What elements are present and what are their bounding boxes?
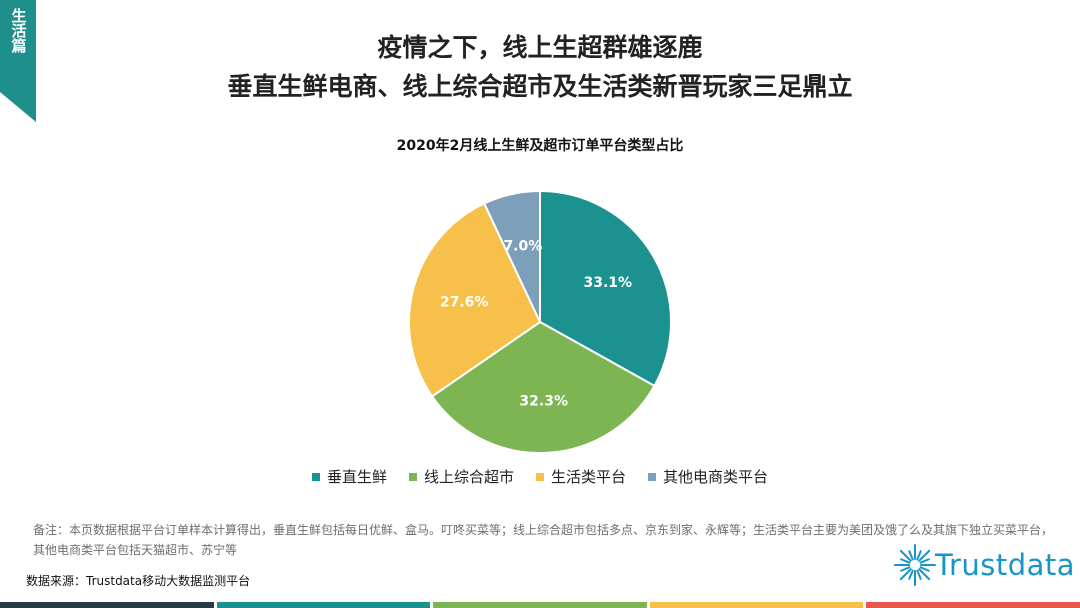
pie-slice-1 — [539, 189, 672, 388]
legend-item-2: 线上综合超市 — [408, 466, 514, 487]
legend-swatch — [408, 472, 417, 481]
pie-slice-label-4: 7.0% — [503, 238, 542, 254]
pie-slice-label-3: 27.6% — [440, 294, 489, 310]
legend-label: 垂直生鲜 — [326, 468, 387, 486]
footnote: 备注：本页数据根据平台订单样本计算得出，垂直生鲜包括每日优鲜、盒马。叮咚买菜等；… — [33, 523, 1054, 557]
bottom-bar-segment-2 — [216, 602, 431, 608]
bottom-bar-segment-5 — [866, 602, 1080, 608]
legend-swatch — [311, 472, 320, 481]
sunburst-icon — [894, 544, 936, 586]
section-tag-notch — [0, 92, 36, 122]
section-tag-label: 生活篇 — [9, 8, 28, 53]
section-tag: 生活篇 — [0, 0, 36, 122]
legend-swatch — [536, 472, 544, 481]
legend-item-4: 其他电商类平台 — [648, 466, 768, 487]
page-subtitle: 垂直生鲜电商、线上综合超市及生活类新晋玩家三足鼎立 — [227, 72, 853, 101]
bottom-bar-segment-4 — [649, 602, 864, 608]
legend-swatch — [648, 472, 657, 481]
pie-slice-2 — [430, 320, 656, 454]
trustdata-logo: Trustdata — [893, 540, 1076, 590]
bottom-bar-segment-3 — [433, 602, 647, 608]
pie-slice-4 — [482, 189, 541, 323]
legend-item-3: 生活类平台 — [536, 466, 626, 487]
legend-label: 生活类平台 — [551, 468, 627, 486]
pie-slice-label-1: 33.1% — [583, 275, 632, 291]
pie-slice-3 — [408, 202, 542, 398]
chart-legend: 垂直生鲜 线上综合超市 生活类平台 其他电商类平台 — [0, 466, 1080, 487]
legend-label: 其他电商类平台 — [663, 468, 769, 486]
chart-title: 2020年2月线上生鲜及超市订单平台类型占比 — [396, 138, 684, 154]
bottom-color-bar — [0, 602, 1080, 608]
pie-slice-label-2: 32.3% — [519, 394, 568, 410]
page-title: 疫情之下，线上生超群雄逐鹿 — [377, 33, 703, 62]
data-source: 数据来源：Trustdata移动大数据监测平台 — [26, 574, 251, 588]
logo-text: Trustdata — [935, 548, 1076, 582]
legend-item-1: 垂直生鲜 — [311, 466, 387, 487]
legend-label: 线上综合超市 — [423, 468, 514, 486]
bottom-bar-segment-1 — [0, 602, 214, 608]
